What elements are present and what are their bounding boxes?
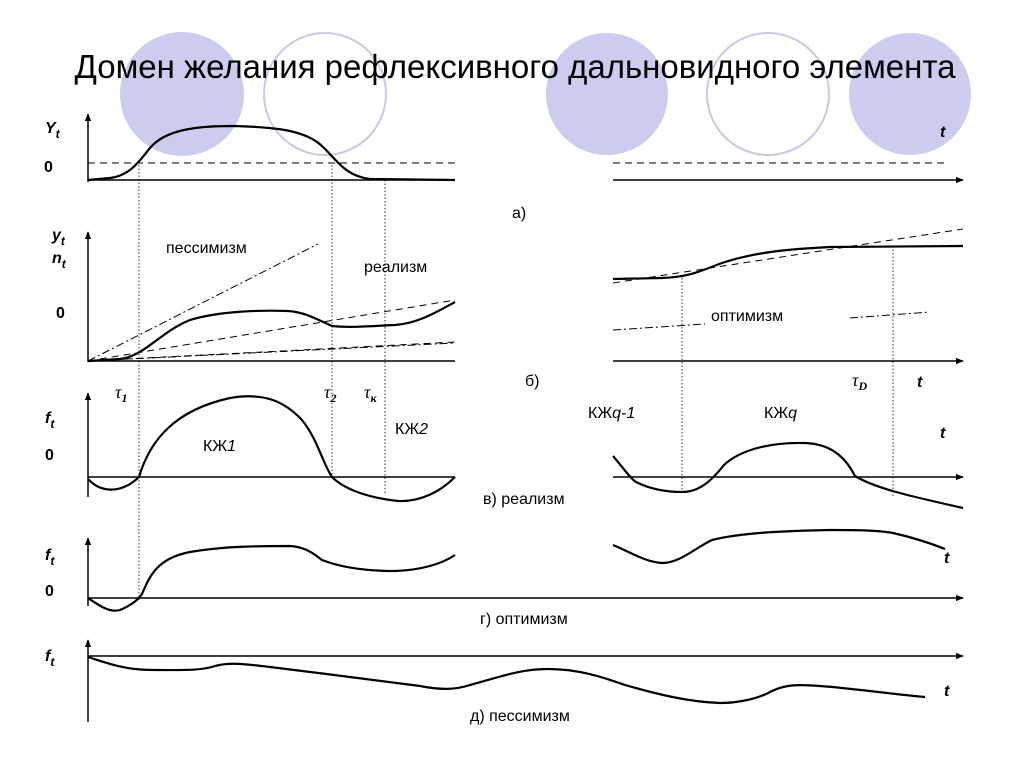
panel-b-x-label: t bbox=[917, 374, 923, 391]
panel-b-curve-right bbox=[612, 244, 964, 281]
panel-d: ft t д) пессимизм bbox=[45, 639, 964, 725]
panel-v-caption: в) реализм bbox=[483, 491, 565, 508]
panel-b: yt nt 0 пессимизм реализм оптимизм t б) … bbox=[51, 227, 964, 405]
panel-v: ft 0 КЖ1 КЖ2 КЖq-1 КЖq t в) реализм bbox=[45, 392, 964, 510]
tau2-label: τ2 bbox=[324, 382, 336, 405]
panel-a-caption: а) bbox=[512, 205, 526, 222]
kzh2-label: КЖ2 bbox=[395, 421, 428, 438]
panel-b-y-label: yt bbox=[51, 227, 66, 248]
kzhq-label: КЖq bbox=[764, 405, 797, 422]
panel-b-caption: б) bbox=[525, 373, 540, 390]
panel-a-curve bbox=[87, 124, 456, 182]
circle-filled-3 bbox=[849, 33, 971, 155]
panel-g-y-label: ft bbox=[45, 547, 55, 568]
circle-outline-1 bbox=[263, 32, 387, 156]
panel-b-optimism-line-left bbox=[87, 342, 456, 362]
tauD-label: τD bbox=[852, 370, 867, 393]
panel-v-curve-left bbox=[87, 395, 456, 503]
tauk-label: τк bbox=[364, 382, 377, 405]
panel-b-pessimism-line bbox=[87, 243, 319, 362]
page-title: Домен желания рефлексивного дальновидног… bbox=[75, 48, 957, 85]
panel-b-zero-label: 0 bbox=[56, 305, 65, 322]
panel-b-optimism-label: оптимизм bbox=[711, 308, 783, 325]
tau1-label: τ1 bbox=[115, 382, 127, 405]
panel-b-realism-label: реализм bbox=[364, 259, 427, 276]
kzh1-label: КЖ1 bbox=[203, 438, 236, 455]
panel-b-optimism-line-right-1 bbox=[612, 323, 706, 331]
circle-filled-2 bbox=[546, 33, 668, 155]
panel-b-optimism-line-right-2 bbox=[849, 311, 931, 319]
panel-b-curve-left bbox=[87, 301, 456, 363]
panel-v-curve-right bbox=[612, 441, 964, 510]
panel-g-zero-label: 0 bbox=[45, 583, 54, 600]
panel-d-curve bbox=[87, 655, 926, 705]
panel-b-realism-line bbox=[87, 299, 456, 362]
panel-a: Yt 0 t а) bbox=[44, 113, 964, 222]
panel-a-y-label: Yt bbox=[45, 120, 61, 141]
decorative-circles bbox=[120, 32, 971, 156]
panel-g-x-label: t bbox=[944, 550, 950, 567]
panel-v-zero-label: 0 bbox=[45, 447, 54, 464]
panel-g-curve-left bbox=[87, 544, 456, 612]
panel-d-caption: д) пессимизм bbox=[470, 708, 570, 725]
panel-a-zero-label: 0 bbox=[44, 159, 53, 176]
circle-filled-1 bbox=[120, 32, 244, 156]
panel-d-x-label: t bbox=[944, 683, 950, 700]
panel-d-y-label: ft bbox=[45, 648, 55, 669]
guide-lines bbox=[138, 165, 894, 600]
panel-g-curve-right bbox=[612, 528, 946, 565]
panel-a-x-label: t bbox=[940, 124, 946, 141]
panel-b-n-label: nt bbox=[52, 250, 67, 271]
panel-g: ft 0 t г) оптимизм bbox=[45, 528, 964, 628]
panel-v-y-label: ft bbox=[45, 410, 55, 431]
panel-v-x-label: t bbox=[940, 425, 946, 442]
panel-b-trend-line-right bbox=[612, 228, 964, 284]
panel-g-caption: г) оптимизм bbox=[480, 611, 568, 628]
kzhq1-label: КЖq-1 bbox=[588, 405, 635, 422]
circle-outline-2 bbox=[706, 32, 830, 156]
panel-b-pessimism-label: пессимизм bbox=[166, 240, 247, 257]
